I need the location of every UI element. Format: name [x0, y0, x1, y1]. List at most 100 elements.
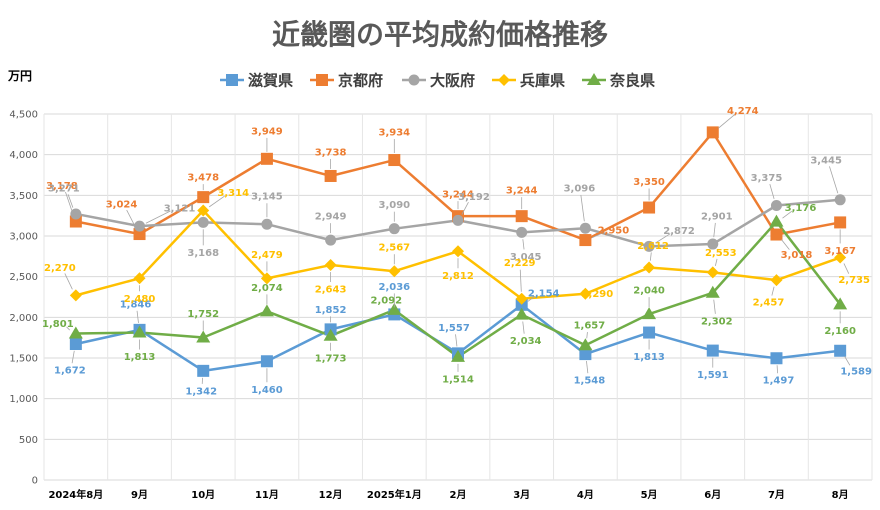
legend-item: 兵庫県 [492, 72, 565, 90]
label-leader [519, 269, 522, 292]
data-point [515, 298, 528, 311]
data-point [69, 338, 82, 351]
x-tick-label: 2月 [450, 489, 467, 501]
data-point [316, 74, 328, 86]
data-label: 3,121 [164, 204, 196, 215]
label-leader [771, 286, 775, 296]
x-axis: 2024年8月 9月 10月 11月 12月 2025年1月 2月 3月 4月 5月 6月 7月 8月 [48, 488, 848, 501]
label-leader [586, 360, 589, 374]
label-leaders [64, 114, 851, 384]
label-leader [769, 183, 775, 200]
label-leader [586, 332, 588, 339]
data-label: 3,375 [751, 173, 783, 184]
label-leader [209, 195, 225, 208]
data-label: 2,154 [528, 288, 560, 299]
data-point [498, 74, 510, 86]
data-label: 2,160 [824, 326, 856, 337]
data-point [197, 364, 210, 377]
label-leader [713, 222, 716, 238]
data-label: 1,460 [251, 385, 283, 396]
data-label: 2,290 [582, 289, 614, 300]
data-point [579, 348, 592, 361]
data-point [452, 245, 464, 258]
data-label: 3,445 [810, 155, 842, 166]
x-tick-label: 11月 [255, 489, 279, 501]
label-leader [145, 210, 171, 224]
data-label: 2,229 [504, 258, 536, 269]
data-point [834, 216, 847, 229]
data-point [643, 201, 656, 214]
data-point [408, 74, 420, 86]
data-point [587, 73, 601, 85]
data-point [260, 152, 273, 165]
data-point [260, 272, 273, 285]
data-point [324, 169, 337, 182]
data-label: 2,457 [753, 298, 785, 309]
data-point [643, 326, 656, 339]
data-point [260, 355, 273, 368]
data-point [579, 287, 592, 300]
data-label: 1,342 [185, 386, 217, 397]
data-point [770, 274, 783, 287]
data-point [833, 297, 848, 310]
series-line [75, 220, 842, 359]
x-tick-label: 2024年8月 [48, 488, 103, 501]
data-point [769, 214, 784, 227]
data-label: 2,553 [705, 248, 737, 259]
y-tick-label: 1,500 [9, 354, 38, 365]
data-label: 3,167 [824, 246, 856, 257]
legend: 滋賀県 京都府 大阪府 兵庫県 奈良県 [220, 72, 655, 90]
data-label: 3,145 [251, 192, 283, 203]
data-label: 3,090 [378, 200, 410, 211]
data-label: 1,557 [438, 323, 470, 334]
x-tick-label: 5月 [641, 489, 658, 501]
data-label: 3,018 [781, 250, 813, 261]
data-point [705, 285, 720, 298]
data-label: 3,244 [506, 186, 538, 197]
data-point [69, 289, 82, 302]
label-leader [522, 239, 525, 250]
y-axis-unit: 万円 [7, 69, 32, 83]
x-tick-label: 9月 [131, 489, 148, 501]
grid [43, 113, 873, 481]
x-tick-label: 7月 [768, 489, 785, 501]
data-point [579, 222, 591, 234]
data-point [515, 210, 528, 223]
data-point [643, 240, 655, 252]
data-label: 1,773 [315, 353, 347, 364]
label-leader [655, 233, 671, 244]
data-point [387, 302, 402, 315]
data-point [706, 126, 719, 139]
data-label: 3,024 [106, 200, 138, 211]
data-point [261, 218, 273, 230]
data-label: 2,034 [510, 336, 542, 347]
data-point [706, 266, 719, 279]
data-point [452, 214, 464, 226]
data-label: 3,045 [510, 252, 542, 263]
legend-label: 兵庫県 [520, 72, 565, 90]
data-label: 2,901 [701, 212, 733, 223]
y-tick-label: 2,000 [9, 313, 38, 324]
data-label: 1,514 [442, 374, 474, 385]
data-point [197, 216, 209, 228]
label-leader [843, 263, 850, 274]
data-point [834, 194, 846, 206]
data-label: 1,672 [54, 366, 86, 377]
data-label: 2,036 [378, 282, 410, 293]
data-label: 2,949 [315, 212, 347, 223]
label-leader [714, 258, 718, 266]
data-label: 3,934 [378, 128, 410, 139]
legend-item: 京都府 [310, 72, 383, 90]
data-point [642, 307, 657, 320]
data-point [68, 326, 83, 339]
data-label: 2,480 [124, 294, 156, 305]
label-leader [580, 195, 585, 222]
legend-item: 大阪府 [402, 72, 475, 90]
chart-title: 近畿圏の平均成約価格推移 [272, 18, 608, 51]
data-label: 1,813 [633, 352, 665, 363]
data-label: 2,612 [637, 241, 669, 252]
legend-label: 奈良県 [609, 72, 655, 90]
data-point [259, 304, 274, 317]
label-leader [522, 321, 525, 334]
data-label: 2,950 [598, 226, 630, 237]
